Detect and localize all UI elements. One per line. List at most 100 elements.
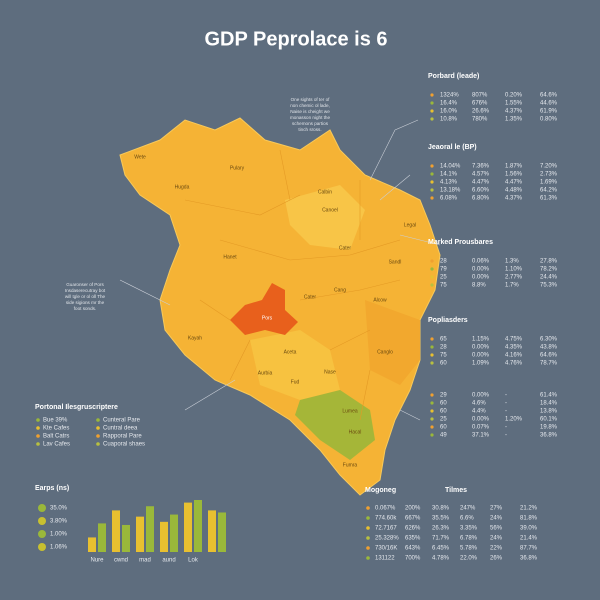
table-cell: 60 <box>440 361 447 367</box>
table-cell: 0.00% <box>472 267 490 273</box>
table-cell: 5.78% <box>460 546 478 552</box>
legend-marker <box>38 530 46 538</box>
legend-value: 35.0% <box>50 506 68 512</box>
region-label: Legal <box>404 222 416 228</box>
legend-dot <box>36 442 40 446</box>
table-cell: 60 <box>440 401 447 407</box>
map-region <box>365 300 420 385</box>
legend-dot <box>96 442 100 446</box>
table-cell: 1.69% <box>540 180 558 186</box>
annotation-text: foot sonds. <box>74 306 96 311</box>
legend-label: Rapporal Pare <box>103 434 142 440</box>
x-tick-label: mad <box>139 558 151 564</box>
row-dot <box>366 546 370 550</box>
table-cell: 0.06% <box>472 259 490 265</box>
table-cell: 27% <box>490 506 503 512</box>
row-dot <box>430 409 434 413</box>
table-cell: 13.8% <box>540 409 558 415</box>
row-dot <box>430 267 434 271</box>
legend-value: 1.00% <box>50 532 68 538</box>
row-dot <box>430 109 434 113</box>
table-cell: 1.09% <box>472 361 490 367</box>
table-cell: 25.328% <box>375 536 399 542</box>
region-label: Sandl <box>389 259 402 265</box>
table-cell: 247% <box>460 506 476 512</box>
table-cell: 78.7% <box>540 361 558 367</box>
table-cell: 1.20% <box>505 417 523 423</box>
table-cell: 6.78% <box>460 536 478 542</box>
table-cell: 4.75% <box>505 337 523 343</box>
legend-dot <box>36 426 40 430</box>
table-cell: 21.4% <box>520 536 538 542</box>
table-cell: 4.78% <box>432 556 450 562</box>
row-dot <box>430 164 434 168</box>
bar <box>218 512 226 552</box>
table-cell: 21.2% <box>520 506 538 512</box>
bar <box>136 516 144 552</box>
table-cell: 730/16K <box>375 546 397 552</box>
annotation-text: One sights of ter of <box>291 97 331 102</box>
x-tick-label: Lok <box>188 558 199 564</box>
table-cell: 16.4% <box>440 101 458 107</box>
table-cell: 71.7% <box>432 536 450 542</box>
region-label: Aceta <box>284 349 297 355</box>
table-cell: 29 <box>440 393 447 399</box>
region-label: Nase <box>324 369 336 375</box>
legend-marker <box>38 517 46 525</box>
table-cell: 7.20% <box>540 164 558 170</box>
table-cell: 26.6% <box>472 109 490 115</box>
region-label: Cang <box>334 287 346 293</box>
table-cell: 18.4% <box>540 401 558 407</box>
table-cell: 7.36% <box>472 164 490 170</box>
panel-title: Marked Prousbares <box>428 239 493 246</box>
region-labels: Wete Hugda Pulary Calbin Canoel Legal Cater Han… <box>134 154 416 468</box>
table-cell: 0.067% <box>375 506 396 512</box>
row-dot <box>430 393 434 397</box>
table-cell: 14.04% <box>440 164 461 170</box>
region-label: Kayah <box>188 335 202 341</box>
table-cell: 1.56% <box>505 172 523 178</box>
table-cell: 43.8% <box>540 345 558 351</box>
table-cell: 75 <box>440 283 447 289</box>
table-cell: 780% <box>472 117 488 123</box>
table-cell: - <box>505 425 507 431</box>
annotation-text: Guaronser of Pors <box>66 282 104 287</box>
annotation-text: schemons partios <box>292 121 329 126</box>
row-dot <box>430 425 434 429</box>
table-cell: 1.7% <box>505 283 519 289</box>
map <box>119 117 441 496</box>
region-label: Hacal <box>349 429 362 435</box>
table-cell: 200% <box>405 506 421 512</box>
row-dot <box>366 536 370 540</box>
highlight-region-label: Pors <box>262 315 273 321</box>
table-cell: 1.35% <box>505 117 523 123</box>
table-cell: 0.00% <box>472 393 490 399</box>
legend-value: 1.06% <box>50 545 68 551</box>
table-cell: 61.4% <box>540 393 558 399</box>
bar <box>146 506 154 552</box>
table-cell: 2.77% <box>505 275 523 281</box>
row-dot <box>430 196 434 200</box>
table-cell: 6.60% <box>472 188 490 194</box>
table-cell: 61.3% <box>540 196 558 202</box>
table-cell: 0.00% <box>472 345 490 351</box>
table-cell: 6.08% <box>440 196 458 202</box>
table-cell: 61.9% <box>540 109 558 115</box>
table-cell: 667% <box>405 516 421 522</box>
row-dot <box>430 353 434 357</box>
table-cell: 75.3% <box>540 283 558 289</box>
annotation-text: tinch sross. <box>298 127 321 132</box>
table-cell: 24.4% <box>540 275 558 281</box>
region-label: Cater <box>339 245 352 251</box>
panel-title: Porbard (leade) <box>428 73 479 80</box>
table-cell: 60 <box>440 409 447 415</box>
bar <box>184 502 192 552</box>
table-cell: 4.13% <box>440 180 458 186</box>
table-cell: 75 <box>440 353 447 359</box>
table-cell: 0.07% <box>472 425 490 431</box>
table-cell: 64.6% <box>540 353 558 359</box>
table-cell: 4.48% <box>505 188 523 194</box>
table-cell: 1.10% <box>505 267 523 273</box>
table-cell: 4.76% <box>505 361 523 367</box>
legend-marker <box>38 504 46 512</box>
